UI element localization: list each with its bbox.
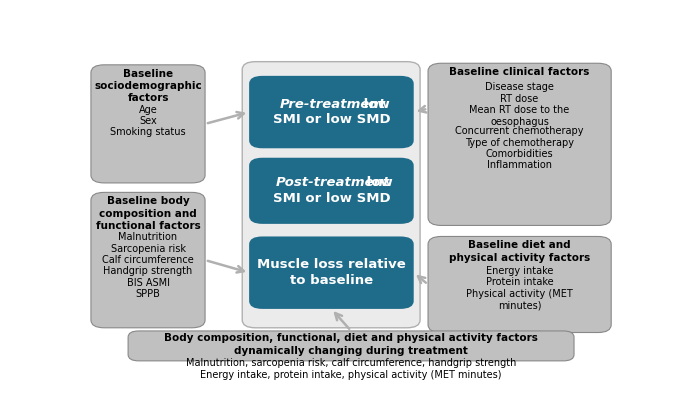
- FancyBboxPatch shape: [428, 63, 611, 225]
- Text: low: low: [359, 98, 390, 111]
- Text: Disease stage: Disease stage: [485, 82, 554, 92]
- Text: Mean RT dose to the
oesophagus: Mean RT dose to the oesophagus: [469, 105, 570, 126]
- Text: Age: Age: [138, 105, 158, 115]
- Text: Malnutrition, sarcopenia risk, calf circumference, handgrip strength: Malnutrition, sarcopenia risk, calf circ…: [186, 358, 516, 368]
- Text: Type of chemotherapy: Type of chemotherapy: [465, 138, 574, 148]
- Text: Inflammation: Inflammation: [487, 160, 552, 171]
- FancyBboxPatch shape: [128, 331, 574, 361]
- Text: Physical activity (MET
minutes): Physical activity (MET minutes): [466, 289, 573, 310]
- Text: Baseline clinical factors: Baseline clinical factors: [449, 67, 590, 77]
- Text: Smoking status: Smoking status: [110, 127, 186, 137]
- FancyBboxPatch shape: [91, 192, 205, 328]
- Text: Muscle loss relative: Muscle loss relative: [257, 258, 406, 271]
- Text: Calf circumference: Calf circumference: [102, 255, 194, 265]
- Text: to baseline: to baseline: [290, 274, 373, 287]
- Text: SPPB: SPPB: [136, 289, 160, 299]
- Text: Malnutrition: Malnutrition: [119, 232, 177, 242]
- Text: Concurrent chemotherapy: Concurrent chemotherapy: [456, 126, 584, 136]
- Text: Baseline
sociodemographic
factors: Baseline sociodemographic factors: [94, 69, 202, 103]
- Text: low: low: [362, 176, 393, 189]
- FancyBboxPatch shape: [249, 76, 414, 148]
- Text: RT dose: RT dose: [501, 94, 538, 103]
- Text: Pre-treatment: Pre-treatment: [279, 98, 386, 111]
- Text: Baseline body
composition and
functional factors: Baseline body composition and functional…: [96, 196, 201, 231]
- FancyBboxPatch shape: [249, 158, 414, 224]
- Text: SMI or low SMD: SMI or low SMD: [273, 192, 390, 205]
- Text: Sarcopenia risk: Sarcopenia risk: [110, 243, 186, 254]
- FancyBboxPatch shape: [249, 236, 414, 309]
- FancyBboxPatch shape: [428, 236, 611, 333]
- Text: Post-treatment: Post-treatment: [276, 176, 390, 189]
- FancyBboxPatch shape: [91, 65, 205, 183]
- Text: BIS ASMI: BIS ASMI: [127, 278, 169, 288]
- Text: Sex: Sex: [139, 116, 157, 126]
- Text: Body composition, functional, diet and physical activity factors
dynamically cha: Body composition, functional, diet and p…: [164, 333, 538, 356]
- Text: Energy intake, protein intake, physical activity (MET minutes): Energy intake, protein intake, physical …: [200, 370, 502, 380]
- Text: Baseline diet and
physical activity factors: Baseline diet and physical activity fact…: [449, 240, 590, 263]
- FancyBboxPatch shape: [242, 62, 420, 328]
- Text: SMI or low SMD: SMI or low SMD: [273, 113, 390, 126]
- Text: Handgrip strength: Handgrip strength: [103, 266, 192, 276]
- Text: Energy intake: Energy intake: [486, 266, 553, 276]
- Text: Protein intake: Protein intake: [486, 277, 553, 287]
- Text: Comorbidities: Comorbidities: [486, 149, 553, 159]
